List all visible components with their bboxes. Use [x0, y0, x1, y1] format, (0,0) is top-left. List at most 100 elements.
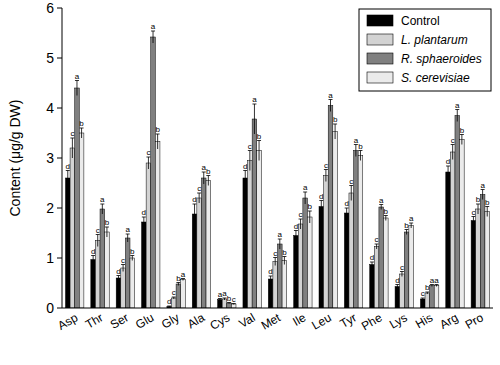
error-bar — [70, 138, 74, 158]
error-bar — [142, 217, 146, 227]
y-tick-label: 1 — [46, 250, 54, 266]
bar — [446, 172, 451, 308]
error-bar — [243, 171, 247, 186]
bar — [328, 106, 333, 309]
significance-letter: d — [167, 297, 171, 306]
significance-letter: c — [146, 148, 150, 157]
significance-letter: d — [268, 267, 272, 276]
significance-letter: a — [328, 91, 333, 100]
bar — [349, 193, 354, 308]
significance-letter: c — [400, 263, 404, 272]
bar — [218, 300, 223, 309]
error-bar — [273, 258, 277, 266]
y-tick — [57, 158, 62, 159]
y-tick-label: 6 — [46, 0, 54, 16]
bar — [130, 258, 135, 308]
error-bar — [294, 231, 298, 241]
x-tick-label: Phe — [359, 310, 385, 333]
x-tick-label: Ile — [290, 310, 308, 329]
bar — [303, 198, 308, 308]
bar — [231, 304, 236, 308]
error-bar — [176, 283, 180, 286]
bar — [243, 178, 248, 308]
error-bar — [409, 223, 413, 228]
bar — [248, 161, 253, 309]
significance-letter: b — [206, 167, 211, 176]
bar — [151, 37, 156, 308]
bar — [395, 287, 400, 309]
bar — [409, 226, 414, 309]
y-tick — [57, 208, 62, 209]
bar — [197, 198, 202, 308]
bar — [105, 232, 110, 308]
x-tick-label: Cys — [207, 310, 232, 332]
significance-letter: a — [455, 101, 460, 110]
significance-letter: d — [91, 247, 95, 256]
x-tick-label: Thr — [83, 310, 106, 331]
error-bar — [333, 124, 337, 139]
significance-letter: d — [294, 222, 298, 231]
significance-letter: a — [480, 181, 485, 190]
error-bar — [105, 227, 109, 237]
x-tick-label: Ser — [108, 310, 131, 331]
y-tick-label: 5 — [46, 50, 54, 66]
bar — [307, 217, 312, 308]
error-bar — [485, 207, 489, 217]
letters: dcabdcabdcabdcabdcbadcabaabcdcabdcabdcab… — [66, 22, 490, 306]
bar — [485, 212, 490, 309]
significance-letter: d — [344, 199, 348, 208]
x-axis — [62, 308, 493, 309]
significance-letter: b — [485, 198, 490, 207]
error-bar — [299, 219, 303, 229]
bar — [116, 278, 121, 308]
bar — [425, 293, 430, 308]
x-tick-label: Met — [259, 310, 284, 332]
bar — [354, 151, 359, 309]
bar — [333, 132, 338, 309]
significance-letter: a — [303, 183, 308, 192]
significance-letter: a — [151, 22, 156, 31]
bar — [420, 299, 425, 308]
legend-box — [359, 9, 491, 91]
error-bar — [358, 151, 362, 161]
error-bar — [252, 104, 256, 134]
error-bar — [476, 204, 480, 214]
significance-letter: c — [197, 184, 201, 193]
y-tick — [57, 58, 62, 59]
significance-letter: c — [451, 136, 455, 145]
significance-letter: b — [155, 125, 160, 134]
x-tick-label: Asp — [55, 310, 80, 333]
significance-letter: a — [434, 276, 439, 285]
significance-letter: b — [460, 126, 465, 135]
significance-letter: c — [248, 142, 252, 151]
bar — [384, 218, 389, 308]
error-bar — [405, 230, 409, 235]
error-bar — [206, 176, 210, 186]
bar — [319, 207, 324, 309]
bar — [374, 247, 379, 309]
error-bar — [257, 141, 261, 161]
bar — [252, 119, 257, 308]
error-bar — [100, 204, 104, 214]
bar — [257, 151, 262, 309]
bar — [142, 222, 147, 308]
bar — [455, 116, 460, 309]
error-bar — [172, 297, 176, 299]
bar — [400, 274, 405, 308]
significance-letter: c — [375, 235, 379, 244]
bar — [434, 286, 439, 309]
legend: ControlL. plantarumR. sphaeroidesS. cere… — [359, 9, 491, 91]
significance-letter: b — [79, 119, 84, 128]
bar — [192, 214, 197, 308]
bar — [121, 268, 126, 308]
error-bar — [446, 166, 450, 178]
bar — [358, 156, 363, 309]
error-bar — [430, 285, 434, 287]
x-tick-label: Leu — [309, 310, 333, 332]
significance-letter: b — [130, 247, 135, 256]
y-axis-label: Content (μg/g DW) — [7, 100, 23, 217]
error-bar — [218, 299, 222, 301]
error-bar — [471, 217, 475, 225]
significance-letter: d — [319, 192, 323, 201]
x-tick-label: Arg — [437, 310, 460, 331]
